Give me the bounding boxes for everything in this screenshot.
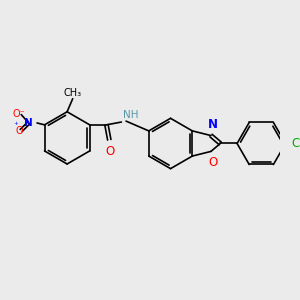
Text: O: O <box>106 145 115 158</box>
Text: CH₃: CH₃ <box>64 88 82 98</box>
Text: O: O <box>16 126 23 136</box>
Text: NH: NH <box>123 110 139 120</box>
Text: ⁺: ⁺ <box>13 121 18 130</box>
Text: N: N <box>24 118 32 128</box>
Text: N: N <box>208 118 218 131</box>
Text: O⁻: O⁻ <box>13 109 26 119</box>
Text: O: O <box>208 156 218 169</box>
Text: Cl: Cl <box>291 137 300 150</box>
